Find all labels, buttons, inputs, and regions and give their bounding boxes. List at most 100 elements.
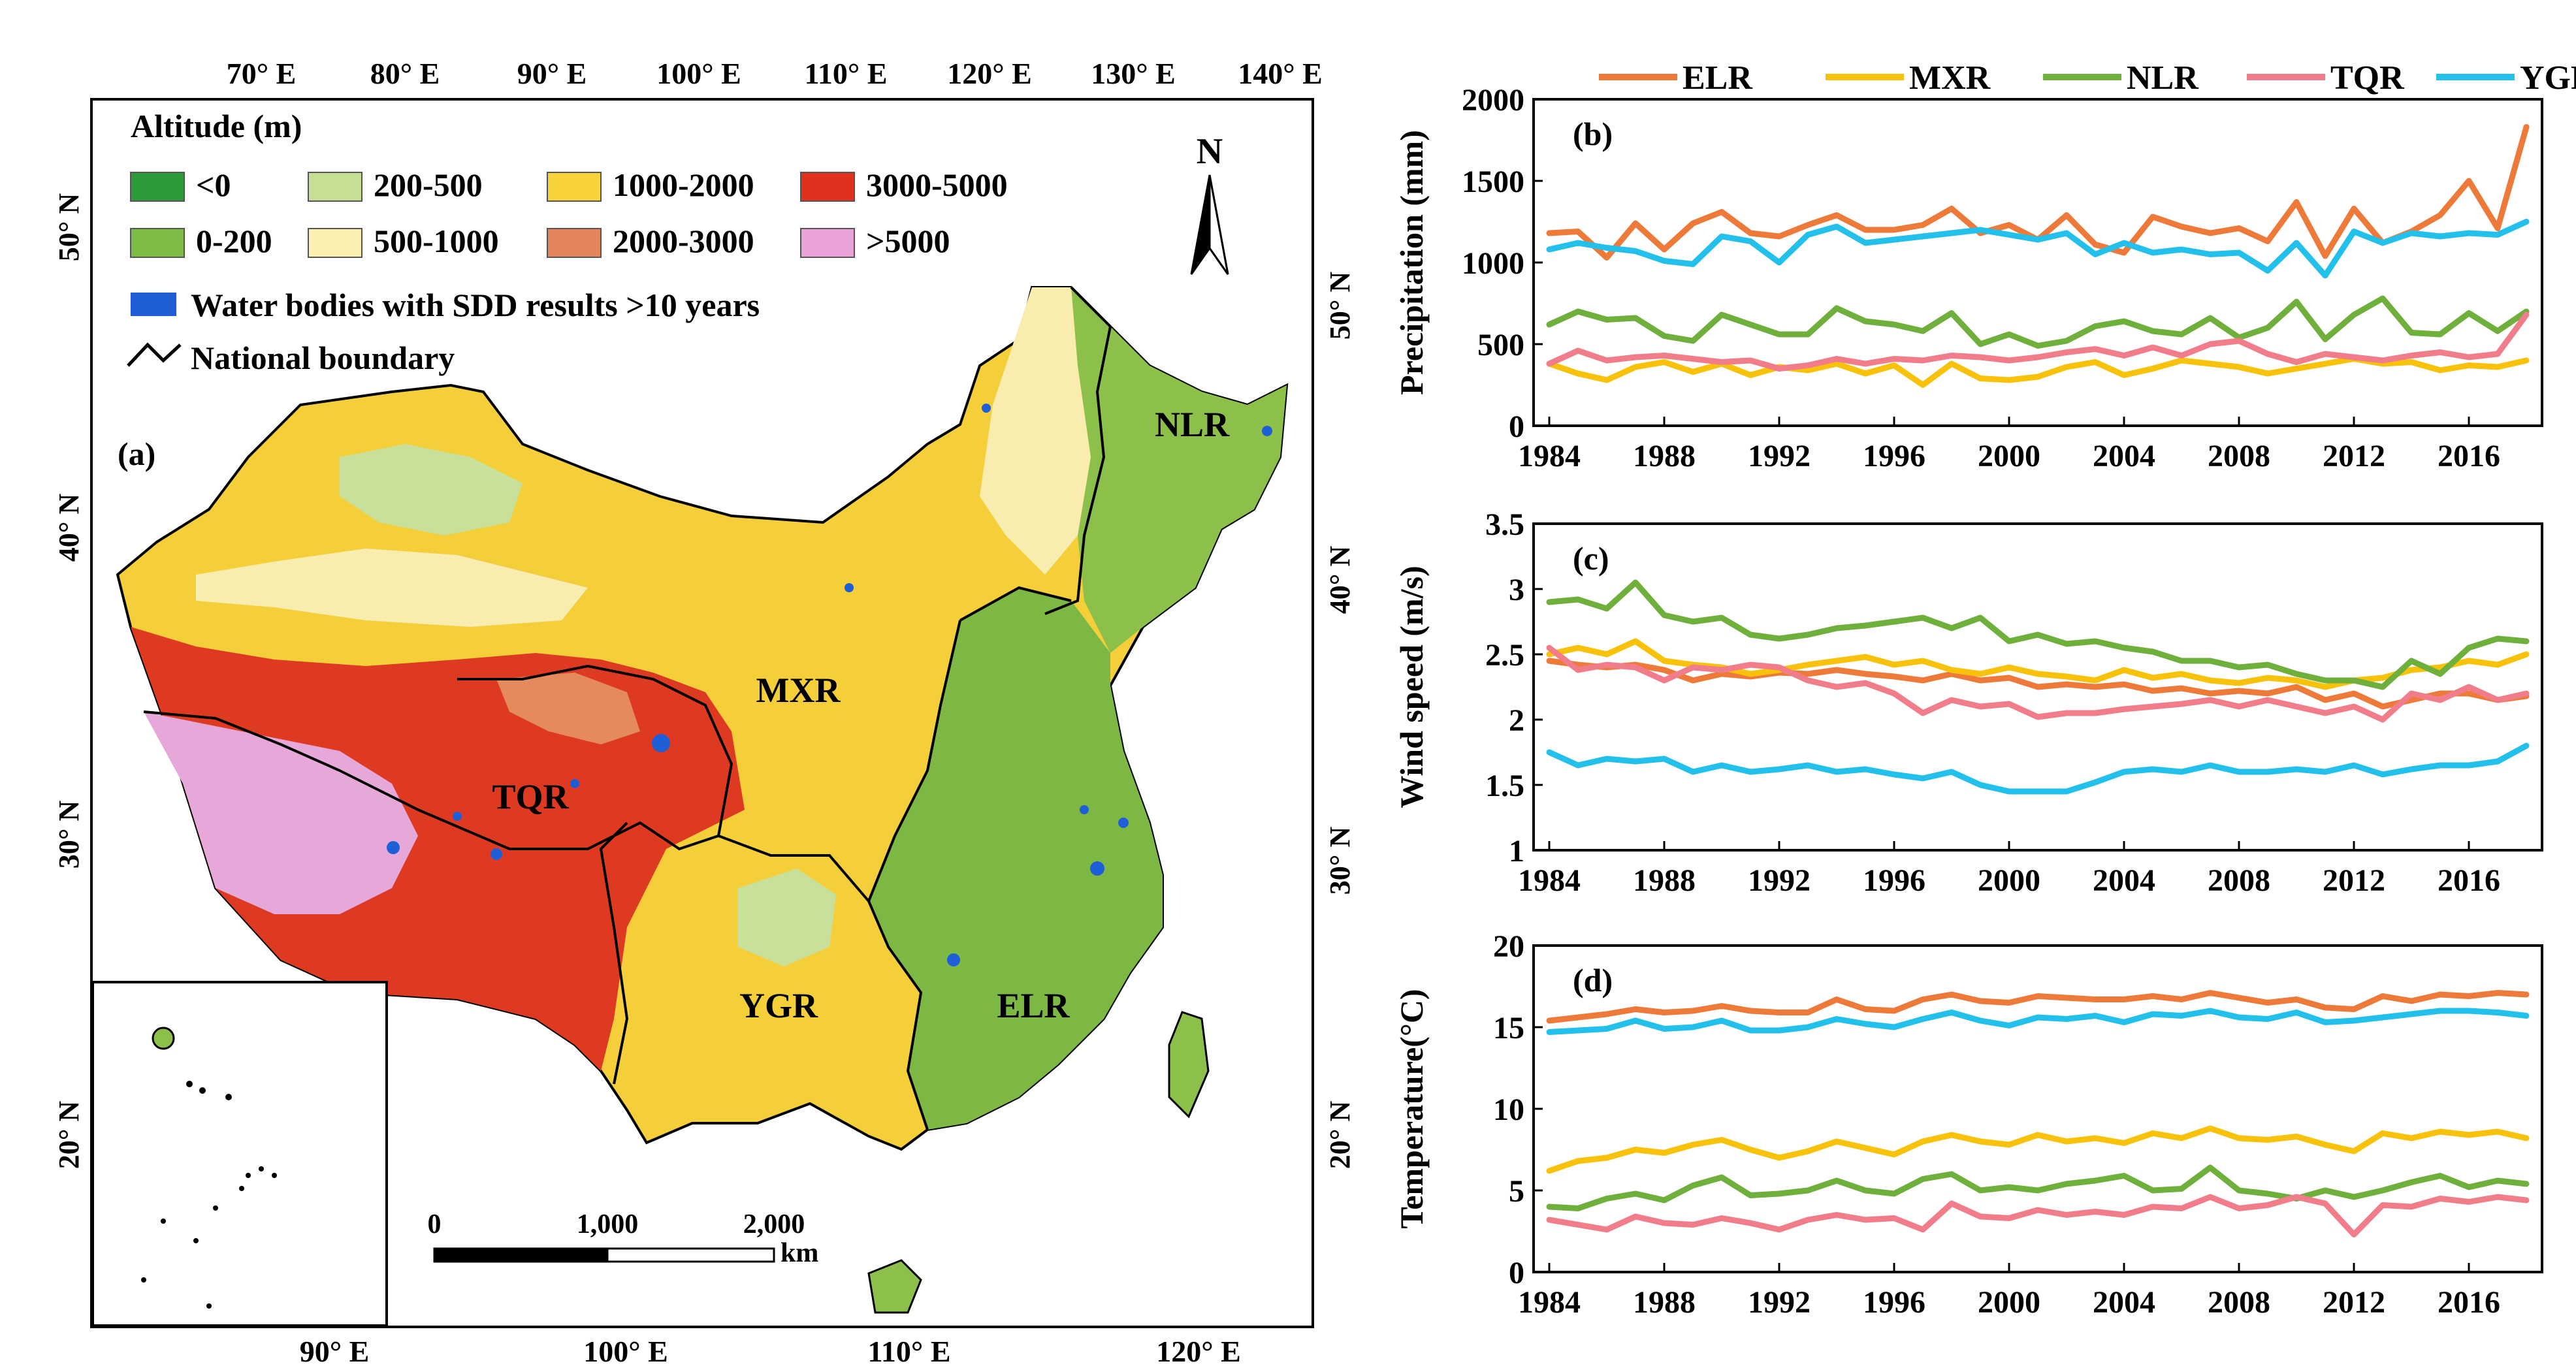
series-line-mxr <box>1546 1125 2530 1174</box>
legend-label: <0 <box>196 167 231 203</box>
series-line-ygr <box>1546 219 2530 279</box>
x-tick-label: 2004 <box>2093 1285 2155 1320</box>
legend-swatch <box>130 172 185 202</box>
chart-2: 0 5 10 15 20 1984 1988 1992 1996 2000 2004 2008 2012… <box>1393 929 2543 1320</box>
x-tick-label: 2000 <box>1978 863 2040 898</box>
x-tick-label: 1988 <box>1633 863 1696 898</box>
top-lon-tick: 90° E <box>517 57 587 90</box>
chart-0: 0 500 1000 1500 2000 1984 1988 1992 1996 2000 2004… <box>1393 83 2543 473</box>
series-line-nlr <box>1546 295 2530 349</box>
sichuan-basin <box>738 868 836 966</box>
line-charts: 0 500 1000 1500 2000 1984 1988 1992 1996 2000 2004… <box>1393 83 2543 1320</box>
inset-islands <box>141 1027 277 1309</box>
x-tick-label: 1996 <box>1863 1285 1925 1320</box>
series-line-tqr <box>1546 645 2530 723</box>
legend-label-tqr: TQR <box>2330 59 2405 97</box>
x-tick-label: 2008 <box>2208 439 2270 473</box>
x-tick-label: 1984 <box>1518 439 1581 473</box>
scale-label-2000: 2,000 <box>743 1209 805 1239</box>
legend-label-mxr: MXR <box>1909 59 1991 97</box>
right-lat-tick: 20° N <box>1324 1101 1356 1170</box>
y-tick-label: 2000 <box>1462 83 1524 118</box>
series-line-nlr <box>1546 1164 2530 1211</box>
x-tick-label: 1984 <box>1518 863 1581 898</box>
panel-label: (b) <box>1573 116 1613 152</box>
legend-label: 1000-2000 <box>613 167 754 203</box>
x-tick-label: 1988 <box>1633 439 1696 473</box>
scale-label-km: km <box>781 1238 818 1268</box>
legend-label: 0-200 <box>196 223 272 259</box>
tarim-basin <box>196 549 588 627</box>
x-tick-label: 2016 <box>2438 1285 2500 1320</box>
left-lat-tick: 40° N <box>53 494 85 562</box>
top-lon-tick: 80° E <box>370 57 440 90</box>
panel-label: (c) <box>1573 540 1609 577</box>
y-tick-label: 3 <box>1509 573 1524 607</box>
panel-label-a: (a) <box>118 436 155 472</box>
northeast-lowland <box>1071 287 1287 653</box>
y-tick-label: 10 <box>1493 1092 1524 1127</box>
bottom-lon-tick: 110° E <box>867 1335 950 1368</box>
y-tick-label: 1 <box>1509 834 1524 868</box>
left-lat-tick: 20° N <box>53 1101 85 1170</box>
x-tick-label: 1988 <box>1633 1285 1696 1320</box>
series-line-nlr <box>1546 579 2530 690</box>
y-tick-label: 1.5 <box>1485 769 1524 803</box>
series-line-ygr <box>1546 1008 2530 1035</box>
plot-frame <box>1532 522 2543 852</box>
x-tick-label: 2004 <box>2093 863 2155 898</box>
left-lat-tick: 50° N <box>53 193 85 262</box>
legend-label: 2000-3000 <box>613 223 754 259</box>
south-china-sea-inset <box>91 981 388 1327</box>
legend-swatch <box>308 172 362 202</box>
right-lat-tick: 30° N <box>1324 827 1356 895</box>
x-tick-label: 1984 <box>1518 1285 1581 1320</box>
top-lon-tick: 120° E <box>947 57 1032 90</box>
panel-label: (d) <box>1573 962 1613 998</box>
y-tick-label: 1500 <box>1462 165 1524 199</box>
region-label-elr: ELR <box>997 986 1070 1025</box>
y-tick-label: 20 <box>1493 929 1524 964</box>
top-lon-tick: 70° E <box>227 57 297 90</box>
bottom-lon-tick: 90° E <box>300 1335 370 1368</box>
top-lon-tick: 130° E <box>1091 57 1176 90</box>
x-tick-label: 2016 <box>2438 439 2500 473</box>
x-tick-label: 1996 <box>1863 863 1925 898</box>
y-tick-label: 500 <box>1477 328 1524 362</box>
series-line-tqr <box>1546 311 2530 372</box>
north-label: N <box>1197 131 1223 172</box>
top-lon-tick: 110° E <box>804 57 887 90</box>
region-label-ygr: YGR <box>739 986 818 1025</box>
x-tick-label: 2008 <box>2208 1285 2270 1320</box>
boundary-legend-label: National boundary <box>191 340 455 376</box>
legend-label-elr: ELR <box>1682 59 1753 97</box>
legend-swatch <box>547 172 602 202</box>
series-line-ygr <box>1546 742 2530 795</box>
bottom-lon-tick: 120° E <box>1156 1335 1241 1368</box>
scale-label-0: 0 <box>428 1209 442 1239</box>
right-lat-tick: 50° N <box>1324 272 1356 340</box>
junggar-basin <box>340 444 523 535</box>
east-plain <box>869 588 1163 1130</box>
legend-label-ygr: YGR <box>2520 59 2576 97</box>
scale-bar: 0 1,000 2,000 km <box>428 1209 819 1268</box>
y-tick-label: 2 <box>1509 703 1524 738</box>
legend-label: 3000-5000 <box>866 167 1008 203</box>
y-tick-label: 0 <box>1509 409 1524 444</box>
legend-label: 500-1000 <box>374 223 499 259</box>
x-tick-label: 2012 <box>2323 863 2385 898</box>
top-lon-tick: 100° E <box>656 57 741 90</box>
y-axis-label: Wind speed (m/s) <box>1393 566 1430 808</box>
boundary-legend-symbol <box>127 342 182 367</box>
y-tick-label: 5 <box>1509 1174 1524 1209</box>
water-bodies <box>387 404 1272 966</box>
altitude-relief <box>116 286 1289 1314</box>
map-panel: 70° E 80° E 90° E 100° E 110° E 120° E 1… <box>53 57 1356 1368</box>
hainan-island <box>867 1259 922 1314</box>
series-legend: ELR MXR NLR TQR YGR <box>1599 59 2576 97</box>
series-line-tqr <box>1546 1194 2530 1237</box>
x-tick-label: 2008 <box>2208 863 2270 898</box>
x-tick-label: 1992 <box>1748 439 1811 473</box>
legend-swatch <box>800 228 855 258</box>
water-legend-label: Water bodies with SDD results >10 years <box>191 287 760 323</box>
